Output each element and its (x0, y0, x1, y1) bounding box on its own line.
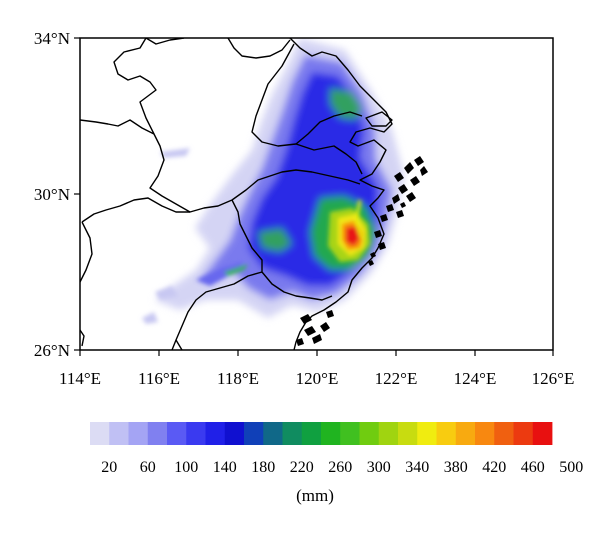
islands (296, 156, 428, 346)
rainfall-band-green-north (330, 88, 362, 120)
boundary-henan-shandong (145, 38, 185, 45)
colorbar-tick-label: 300 (367, 459, 391, 476)
colorbar-swatch (244, 422, 264, 445)
colorbar-swatch (494, 422, 514, 445)
y-tick-label: 34°N (34, 29, 70, 48)
colorbar-labels: 20 60 100 140 180 220 260 300 340 380 420 460 500 (101, 459, 583, 476)
x-tick-label: 116°E (138, 369, 180, 388)
colorbar-swatch (109, 422, 129, 445)
chongming-island (365, 111, 393, 127)
colorbar-swatch (186, 422, 206, 445)
boundary-anhui-hubei (80, 119, 233, 213)
x-tick-label: 114°E (59, 369, 101, 388)
colorbar-swatch (398, 422, 418, 445)
x-tick-label: 126°E (532, 369, 575, 388)
colorbar-swatch (147, 422, 168, 445)
x-tick-label: 120°E (296, 369, 339, 388)
colorbar-swatch (436, 422, 457, 445)
colorbar-tick-label: 180 (251, 459, 275, 476)
colorbar-tick-label: 260 (328, 459, 352, 476)
colorbar-swatch (417, 422, 437, 445)
colorbar-swatches (90, 422, 553, 445)
boundary-fujian-interior (175, 339, 183, 350)
rainfall-band-red-max (346, 226, 360, 246)
colorbar-tick-label: 220 (290, 459, 314, 476)
colorbar-swatch (205, 422, 226, 445)
axis-ticks (74, 37, 554, 356)
colorbar-tick-label: 60 (140, 459, 156, 476)
colorbar-unit: (mm) (296, 486, 334, 505)
boundary-jiangxi-fujian (171, 271, 263, 350)
colorbar-swatch (90, 422, 110, 445)
colorbar-swatch (513, 422, 534, 445)
colorbar-tick-label: 140 (213, 459, 237, 476)
y-tick-label: 30°N (34, 185, 70, 204)
x-tick-label: 118°E (217, 369, 259, 388)
colorbar-tick-label: 100 (174, 459, 198, 476)
boundary-hubei-jiangxi (81, 197, 190, 223)
map-boundaries (80, 38, 393, 350)
boundary-anhui-jiangsu (251, 43, 363, 175)
y-tick-label: 26°N (34, 341, 70, 360)
colorbar-tick-label: 380 (444, 459, 468, 476)
colorbar-swatch (532, 422, 553, 445)
colorbar-swatch (128, 422, 149, 445)
x-axis-labels: 114°E 116°E 118°E 120°E 122°E 124°E 126°… (59, 369, 574, 388)
colorbar-swatch (321, 422, 341, 445)
colorbar: 20 60 100 140 180 220 260 300 340 380 420 460 500 (m… (90, 422, 583, 505)
rainfall-streak-sw-1 (196, 262, 244, 286)
rainfall-streak-n-1 (160, 148, 190, 158)
boundary-jiangsu-inner (295, 111, 363, 145)
colorbar-swatch (301, 422, 322, 445)
boundary-anhui-henan (113, 38, 157, 135)
colorbar-tick-label: 460 (521, 459, 545, 476)
colorbar-tick-label: 20 (101, 459, 117, 476)
boundary-hunan-south (80, 329, 85, 347)
x-tick-label: 124°E (454, 369, 497, 388)
colorbar-swatch (475, 422, 495, 445)
colorbar-swatch (359, 422, 380, 445)
colorbar-swatch (167, 422, 187, 445)
colorbar-swatch (224, 422, 245, 445)
boundary-zhejiang-north (231, 169, 361, 201)
x-tick-label: 122°E (375, 369, 418, 388)
coastline (289, 38, 393, 350)
colorbar-swatch (455, 422, 476, 445)
rainfall-streak-sw-3 (155, 286, 178, 300)
colorbar-tick-label: 340 (405, 459, 429, 476)
colorbar-swatch (340, 422, 360, 445)
colorbar-tick-label: 420 (482, 459, 506, 476)
colorbar-swatch (282, 422, 303, 445)
boundary-shandong-jiangsu (227, 38, 291, 59)
rainfall-streak-sw-2 (224, 264, 248, 276)
colorbar-tick-label: 500 (559, 459, 583, 476)
rainfall-band-green-west (258, 228, 292, 252)
y-axis-labels: 26°N 30°N 34°N (34, 29, 70, 360)
colorbar-swatch (263, 422, 283, 445)
rainfall-streak-sw-4 (142, 312, 158, 324)
boundary-jiangxi-hunan (80, 221, 93, 283)
rainfall-streak (354, 199, 364, 239)
colorbar-swatch (378, 422, 399, 445)
map-plot-area (80, 38, 553, 350)
